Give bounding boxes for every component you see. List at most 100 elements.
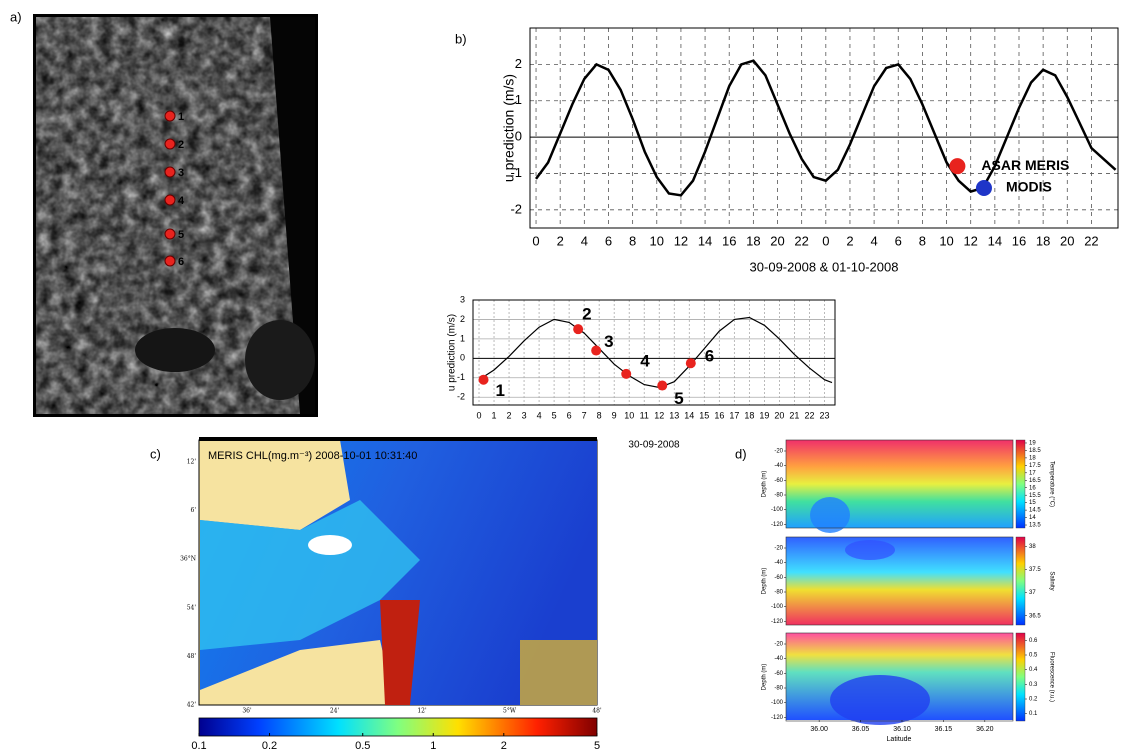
point-label: 6	[705, 347, 714, 366]
colorbar-label: 1	[430, 740, 436, 752]
colorbar-label: 0.2	[1029, 697, 1038, 703]
y-axis-label: u prediction (m/s)	[501, 74, 517, 182]
colorbar-label: 36.5	[1029, 613, 1041, 619]
colorbar-label: 0.2	[262, 740, 277, 752]
y-tick-label: -20	[774, 449, 783, 455]
y-tick-label: 1	[515, 92, 522, 107]
y-tick-label: -100	[771, 604, 784, 610]
y-axis-label: Depth (m)	[762, 664, 768, 691]
colorbar-label: 18	[1029, 455, 1036, 461]
x-axis-label: 30-09-2008	[628, 440, 680, 451]
x-tick-label: 6	[605, 233, 612, 248]
y-tick-label: -120	[771, 619, 784, 625]
y-tick-label: -60	[774, 671, 783, 677]
point	[591, 345, 602, 356]
panel-a: a) 1 2 3 4 5 6	[10, 9, 185, 267]
x-tick-label: 3	[522, 410, 527, 420]
colorbar	[198, 717, 598, 737]
x-tick-label: 11	[640, 410, 649, 420]
point	[685, 358, 696, 369]
colorbar-label: 14	[1029, 515, 1036, 521]
x-tick-label: 8	[597, 410, 602, 420]
x-tick-label: 17	[729, 410, 739, 420]
panel-d: d) Latitude -20 -40 -60 -80 -100 -120 Depth (m…	[735, 439, 1054, 743]
y-tick-label: -1	[510, 165, 522, 180]
panel-label: c)	[150, 446, 161, 461]
station-label: 2	[178, 139, 184, 151]
x-tick-label: 12	[963, 233, 977, 248]
x-tick-label: 16	[722, 233, 736, 248]
station-label: 6	[178, 256, 184, 268]
lat-label: 12'	[187, 459, 197, 466]
point-label: MODIS	[1006, 179, 1052, 195]
x-tick-label: 14	[698, 233, 712, 248]
x-tick-label: 22	[804, 410, 814, 420]
x-tick-label: 13	[669, 410, 679, 420]
x-tick-label: 36.10	[893, 726, 911, 733]
y-tick-label: -120	[771, 715, 784, 721]
curve	[534, 59, 1117, 197]
panel-label: b)	[455, 31, 467, 46]
x-tick-label: 10	[939, 233, 953, 248]
y-tick-label: -20	[774, 642, 783, 648]
lat-label: 42'	[187, 702, 197, 709]
y-tick-label: 2	[460, 314, 465, 324]
colorbar-label: 37	[1029, 590, 1036, 596]
x-tick-label: 22	[794, 233, 808, 248]
station-marker	[164, 166, 176, 178]
colorbar-title: Fluorescence (r.u.)	[1048, 652, 1054, 702]
x-tick-label: 20	[770, 233, 784, 248]
lat-label: 6'	[191, 507, 197, 514]
panel-label: a)	[10, 9, 22, 24]
y-axis-label: Depth (m)	[762, 568, 768, 595]
colorbar-label: 2	[501, 740, 507, 752]
station-marker	[164, 110, 176, 122]
lat-label: 48'	[187, 653, 197, 660]
colorbar-label: 0.4	[1029, 667, 1038, 673]
colorbar-label: 15.5	[1029, 493, 1041, 499]
y-tick-label: -1	[457, 372, 465, 382]
colorbar-label: 17.5	[1029, 463, 1041, 469]
station-label: 4	[178, 195, 185, 207]
station-label: 1	[178, 111, 184, 123]
y-tick-label: -80	[774, 686, 783, 692]
point	[478, 374, 489, 385]
x-tick-label: 12	[654, 410, 664, 420]
x-tick-label: 16	[1012, 233, 1026, 248]
colorbar-title: Temperature (°C)	[1048, 461, 1054, 507]
station-marker	[164, 228, 176, 240]
x-tick-label: 10	[650, 233, 664, 248]
colorbar-label: 38	[1029, 544, 1036, 550]
station-marker	[164, 194, 176, 206]
point-label: 4	[640, 351, 650, 370]
y-tick-label: -100	[771, 700, 784, 706]
point-label: ASAR MERIS	[981, 157, 1069, 173]
panel-label: d)	[735, 446, 747, 461]
x-tick-label: 21	[789, 410, 799, 420]
colorbar-label: 17	[1029, 470, 1036, 476]
y-tick-label: -100	[771, 507, 784, 513]
x-tick-label: 6	[895, 233, 902, 248]
point	[621, 368, 632, 379]
y-tick-label: -60	[774, 575, 783, 581]
colorbar-label: 15	[1029, 500, 1036, 506]
y-tick-label: 3	[460, 294, 465, 304]
colorbar-label: 0.5	[1029, 653, 1038, 659]
plot-frame	[529, 27, 1119, 229]
x-tick-label: 9	[612, 410, 617, 420]
point-label: 1	[496, 381, 505, 400]
colorbar-title: Salinity	[1048, 571, 1054, 590]
x-tick-label: 36.20	[976, 726, 994, 733]
x-axis-label: Latitude	[887, 736, 912, 743]
point-label: 5	[674, 389, 683, 408]
y-axis-label: Depth (m)	[762, 471, 768, 498]
x-tick-label: 2	[557, 233, 564, 248]
colorbar-label: 19	[1029, 441, 1036, 447]
x-tick-label: 4	[537, 410, 542, 420]
sar-image	[33, 14, 318, 417]
x-tick-label: 36.00	[810, 726, 828, 733]
x-tick-label: 20	[774, 410, 784, 420]
colorbar-label: 0.3	[1029, 682, 1038, 688]
x-tick-label: 8	[919, 233, 926, 248]
